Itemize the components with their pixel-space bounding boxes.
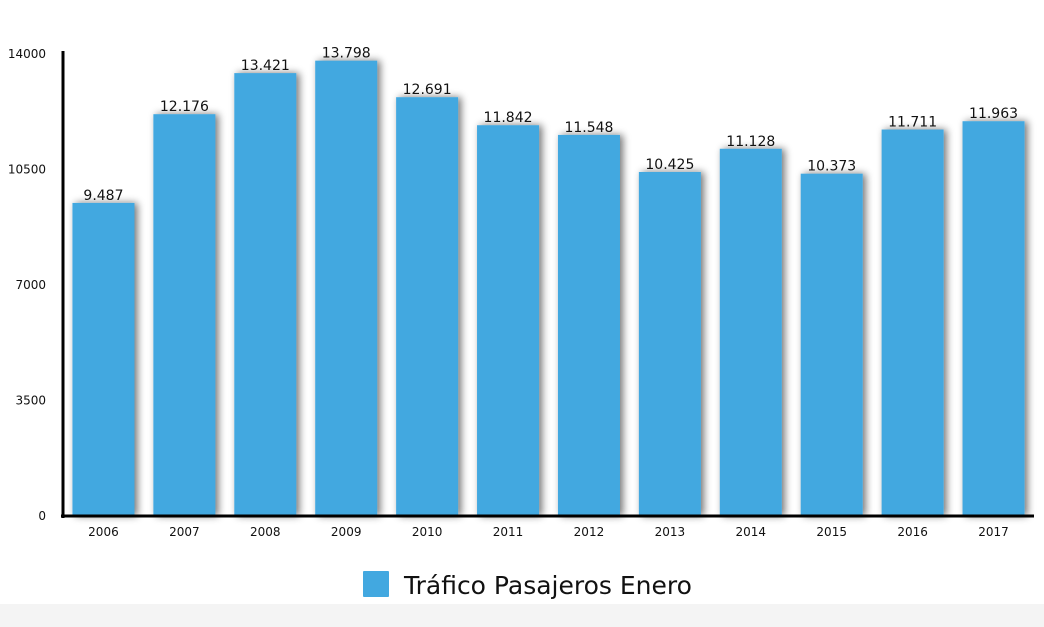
- bar-2010: [396, 97, 459, 517]
- x-tick-label: 2008: [250, 525, 281, 539]
- value-label-2015: 10.373: [807, 159, 856, 175]
- x-tick-label: 2009: [331, 525, 362, 539]
- value-label-2011: 11.842: [484, 110, 533, 126]
- value-labels: 9.487 12.176 13.421 13.798 12.691 11.842 11.54…: [83, 46, 1018, 204]
- value-label-2008: 13.421: [241, 58, 290, 74]
- value-label-2016: 11.711: [888, 115, 937, 131]
- x-tick-label: 2010: [412, 525, 443, 539]
- bottom-band: [0, 604, 1044, 627]
- x-tick-label: 2011: [493, 525, 524, 539]
- x-tick-label: 2012: [574, 525, 605, 539]
- y-tick-label: 7000: [15, 278, 46, 292]
- value-label-2010: 12.691: [403, 82, 452, 98]
- x-tick-label: 2007: [169, 525, 200, 539]
- bar-2011: [477, 125, 540, 517]
- y-tick-label: 3500: [15, 394, 46, 408]
- x-axis: 2006 2007 2008 2009 2010 2011 2012 2013 2014 2015…: [61, 514, 1034, 539]
- x-tick-label: 2013: [655, 525, 686, 539]
- bars: [72, 60, 1025, 517]
- value-label-2012: 11.548: [564, 120, 613, 136]
- x-tick-label: 2017: [978, 525, 1009, 539]
- x-tick-label: 2014: [736, 525, 767, 539]
- x-tick-label: 2016: [897, 525, 928, 539]
- y-axis: 0 3500 7000 10500 14000: [8, 47, 65, 523]
- value-label-2014: 11.128: [726, 134, 775, 150]
- x-tick-label: 2015: [816, 525, 847, 539]
- bar-2006: [72, 202, 135, 516]
- legend-swatch: [363, 571, 389, 597]
- bar-2013: [638, 171, 701, 516]
- y-tick-label: 0: [38, 509, 46, 523]
- legend: Tráfico Pasajeros Enero: [363, 571, 692, 600]
- bar-2012: [557, 134, 620, 516]
- bar-2007: [153, 114, 216, 516]
- value-label-2007: 12.176: [160, 99, 209, 115]
- value-label-2006: 9.487: [83, 188, 123, 204]
- bar-2016: [881, 129, 944, 517]
- bar-2014: [719, 148, 782, 516]
- x-tick-label: 2006: [88, 525, 119, 539]
- bar-2015: [800, 173, 863, 517]
- y-tick-label: 14000: [8, 47, 46, 61]
- value-label-2013: 10.425: [645, 157, 694, 173]
- bar-2008: [234, 73, 297, 517]
- legend-label: Tráfico Pasajeros Enero: [403, 571, 692, 600]
- y-tick-label: 10500: [8, 163, 46, 177]
- bar-2017: [962, 121, 1025, 516]
- bar-2009: [315, 60, 378, 516]
- value-label-2017: 11.963: [969, 106, 1018, 122]
- value-label-2009: 13.798: [322, 46, 371, 62]
